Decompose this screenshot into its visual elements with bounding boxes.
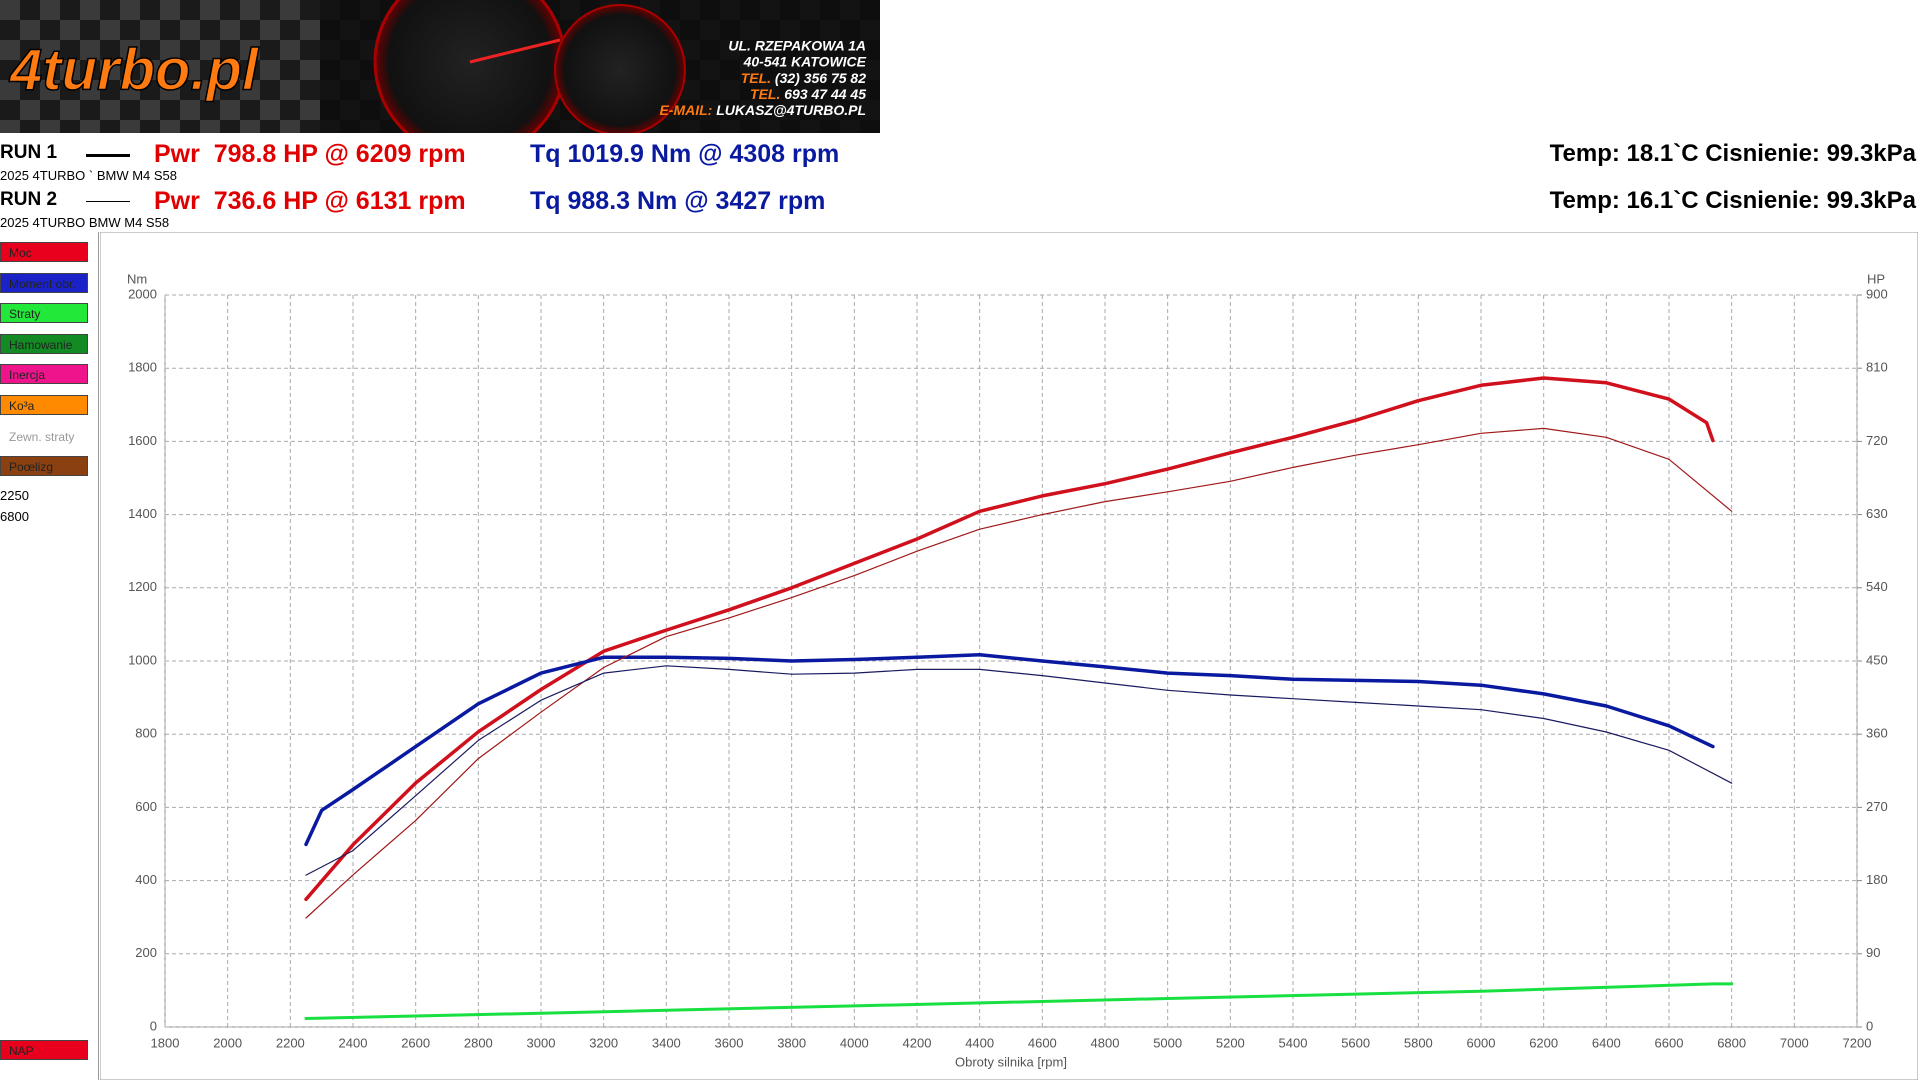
- run-car: 2025 4TURBO ` BMW M4 S58: [0, 168, 177, 183]
- address-line: 40-541 KATOWICE: [743, 54, 867, 70]
- y2-tick-label: 180: [1866, 872, 1888, 887]
- contact-label: TEL.: [750, 86, 780, 102]
- y2-tick-label: 900: [1866, 286, 1888, 301]
- x-tick-label: 6600: [1655, 1035, 1684, 1050]
- contact-line: TEL. 693 47 44 45: [750, 86, 866, 102]
- run-name: RUN 2: [0, 189, 58, 210]
- x-tick-label: 2000: [213, 1035, 242, 1050]
- y-tick-label: 1000: [128, 652, 157, 667]
- x-tick-label: 4200: [903, 1035, 932, 1050]
- x-tick-label: 4800: [1091, 1035, 1120, 1050]
- range-value: 2250: [0, 488, 29, 503]
- y2-tick-label: 540: [1866, 579, 1888, 594]
- y2-tick-label: 0: [1866, 1018, 1873, 1033]
- series-line: [304, 982, 1734, 1020]
- series-line: [304, 653, 1715, 847]
- run-torque: Tq 988.3 Nm @ 3427 rpm: [530, 187, 826, 215]
- x-axis-label: Obroty silnika [rpm]: [955, 1054, 1067, 1069]
- run-conditions: Temp: 16.1`C Cisnienie: 99.3kPa: [1549, 187, 1916, 214]
- y-tick-label: 400: [135, 872, 157, 887]
- y-tick-label: 800: [135, 726, 157, 741]
- legend-button[interactable]: Moment obr.: [0, 272, 88, 293]
- series-line: [305, 427, 1733, 919]
- contact-value: (32) 356 75 82: [775, 70, 866, 86]
- address-line: UL. RZEPAKOWA 1A: [728, 38, 866, 54]
- y2-tick-label: 720: [1866, 433, 1888, 448]
- y2-tick-label: 360: [1866, 726, 1888, 741]
- x-tick-label: 5800: [1404, 1035, 1433, 1050]
- legend-button[interactable]: Ko³a: [0, 395, 88, 415]
- y-tick-label: 1800: [128, 360, 157, 375]
- x-tick-label: 6000: [1467, 1035, 1496, 1050]
- x-tick-label: 2200: [276, 1035, 305, 1050]
- legend-button[interactable]: Straty: [0, 303, 88, 324]
- contact-line: TEL. (32) 356 75 82: [741, 70, 867, 86]
- x-tick-label: 2400: [339, 1035, 368, 1050]
- y2-tick-label: 630: [1866, 506, 1888, 521]
- sidebar: Moc Moment obr. Straty Hamowanie Inercja Ko³a…: [0, 232, 99, 1080]
- legend-button[interactable]: Moc: [0, 242, 88, 262]
- contact-label: E-MAIL:: [659, 102, 712, 118]
- x-tick-label: 1800: [151, 1035, 180, 1050]
- x-tick-label: 7000: [1780, 1035, 1809, 1050]
- run-name: RUN 1: [0, 142, 58, 163]
- legend-button[interactable]: Poœlizg: [0, 456, 88, 477]
- logo: 4turbo.pl: [9, 37, 260, 102]
- x-tick-label: 5000: [1153, 1035, 1182, 1050]
- x-tick-label: 4400: [965, 1035, 994, 1050]
- run-car: 2025 4TURBO BMW M4 S58: [0, 215, 170, 230]
- contact-value: 693 47 44 45: [784, 86, 866, 102]
- x-tick-label: 6200: [1529, 1035, 1558, 1050]
- run-power: Pwr 736.6 HP @ 6131 rpm: [154, 187, 466, 215]
- contact-line: E-MAIL: LUKASZ@4TURBO.PL: [659, 102, 866, 118]
- chart: 0 200 400 600 800 1000 1200 1400 1600 1800 2000 0 90…: [100, 232, 1918, 1080]
- x-tick-label: 3000: [527, 1035, 556, 1050]
- x-tick-label: 3400: [652, 1035, 681, 1050]
- legend-button[interactable]: Inercja: [0, 364, 88, 385]
- x-tick-label: 3200: [589, 1035, 618, 1050]
- x-tick-label: 6400: [1592, 1035, 1621, 1050]
- contact-label: TEL.: [741, 70, 771, 86]
- x-tick-label: 7200: [1843, 1035, 1872, 1050]
- x-tick-label: 5600: [1341, 1035, 1370, 1050]
- legend-button[interactable]: Hamowanie: [0, 333, 88, 354]
- y-tick-label: 1400: [128, 506, 157, 521]
- y-tick-label: 1600: [128, 433, 157, 448]
- range-value: 6800: [0, 509, 29, 524]
- legend-button[interactable]: NAP: [0, 1040, 88, 1060]
- x-tick-label: 5400: [1279, 1035, 1308, 1050]
- y-tick-label: 1200: [128, 579, 157, 594]
- run-torque: Tq 1019.9 Nm @ 4308 rpm: [530, 140, 840, 168]
- run-power: Pwr 798.8 HP @ 6209 rpm: [154, 140, 466, 168]
- x-tick-label: 6800: [1717, 1035, 1746, 1050]
- run-line: [86, 154, 130, 157]
- x-tick-label: 2600: [401, 1035, 430, 1050]
- y-tick-label: 2000: [128, 286, 157, 301]
- run-conditions: Temp: 18.1`C Cisnienie: 99.3kPa: [1549, 140, 1916, 167]
- x-tick-label: 3800: [777, 1035, 806, 1050]
- contact-value: LUKASZ@4TURBO.PL: [716, 102, 866, 118]
- series-line: [304, 376, 1715, 902]
- run-line: [86, 201, 130, 202]
- series-line: [305, 665, 1733, 876]
- y-tick-label: 0: [150, 1018, 157, 1033]
- y2-axis-label: HP: [1867, 271, 1885, 286]
- y2-tick-label: 90: [1866, 945, 1880, 960]
- x-tick-label: 4000: [840, 1035, 869, 1050]
- y2-tick-label: 810: [1866, 360, 1888, 375]
- y-tick-label: 600: [135, 799, 157, 814]
- x-tick-label: 2800: [464, 1035, 493, 1050]
- y-axis-label: Nm: [127, 271, 147, 286]
- y2-tick-label: 270: [1866, 799, 1888, 814]
- x-tick-label: 5200: [1216, 1035, 1245, 1050]
- y-tick-label: 200: [135, 945, 157, 960]
- y2-tick-label: 450: [1866, 652, 1888, 667]
- legend-button[interactable]: Zewn. straty: [0, 425, 88, 446]
- x-tick-label: 3600: [715, 1035, 744, 1050]
- x-tick-label: 4600: [1028, 1035, 1057, 1050]
